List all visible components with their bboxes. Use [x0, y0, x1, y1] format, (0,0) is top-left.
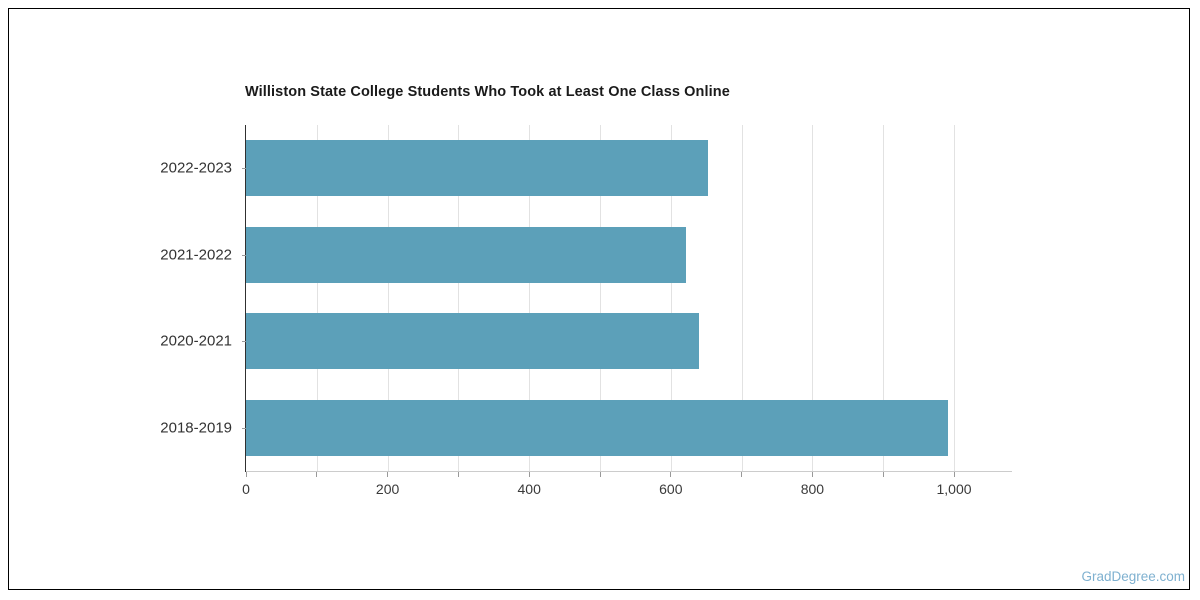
- gridline: [600, 125, 601, 471]
- category-label: 2018-2019: [160, 419, 232, 437]
- gridline: [316, 125, 318, 471]
- bar-row: 2020-2021: [160, 298, 954, 385]
- gridline: [387, 125, 389, 471]
- bar-row: 2021-2022: [160, 212, 954, 299]
- bar-row: 2018-2019: [160, 385, 954, 472]
- gridline: [529, 125, 531, 471]
- x-axis-tick: [387, 472, 389, 477]
- x-axis-tick: [670, 472, 672, 477]
- x-axis-tick: [741, 472, 743, 477]
- y-axis-tick: [242, 341, 246, 343]
- gridline: [741, 125, 743, 471]
- x-axis-tick: [528, 472, 530, 477]
- x-axis-line: [246, 471, 1012, 472]
- bar: [246, 313, 700, 370]
- x-axis-tick: [457, 472, 459, 477]
- x-tick-label: 800: [800, 481, 825, 497]
- gridline: [670, 125, 672, 471]
- category-label: 2020-2021: [160, 332, 232, 350]
- y-axis-tick: [242, 168, 246, 170]
- y-axis-line: [245, 125, 246, 472]
- gridline: [883, 125, 885, 471]
- gridline: [812, 125, 814, 471]
- x-tick-label: 200: [375, 481, 400, 497]
- bar: [246, 140, 708, 197]
- category-label: 2021-2022: [160, 246, 232, 264]
- gridline: [458, 125, 460, 471]
- chart-title: Williston State College Students Who Too…: [245, 84, 730, 100]
- x-axis-tick: [953, 472, 955, 477]
- y-axis-tick: [242, 254, 246, 256]
- x-tick-label: 0: [242, 481, 250, 497]
- x-axis-tick: [245, 472, 247, 477]
- y-axis-tick: [242, 427, 246, 429]
- bar: [246, 226, 687, 283]
- x-axis-tick: [599, 472, 601, 477]
- x-axis-tick: [316, 472, 318, 477]
- x-tick-label: 400: [517, 481, 541, 497]
- bar-row: 2022-2023: [160, 125, 954, 212]
- x-tick-label: 600: [659, 481, 683, 497]
- x-axis-tick: [882, 472, 884, 477]
- category-label: 2022-2023: [160, 159, 232, 177]
- bar: [246, 399, 949, 456]
- gridline: [954, 125, 955, 471]
- watermark: GradDegree.com: [1081, 569, 1185, 584]
- x-tick-label: 1,000: [936, 481, 972, 497]
- x-axis-tick: [811, 472, 813, 477]
- plot-area: 2022-2023 2021-2022 2020-2021 2018-2019 0 200…: [160, 125, 1012, 497]
